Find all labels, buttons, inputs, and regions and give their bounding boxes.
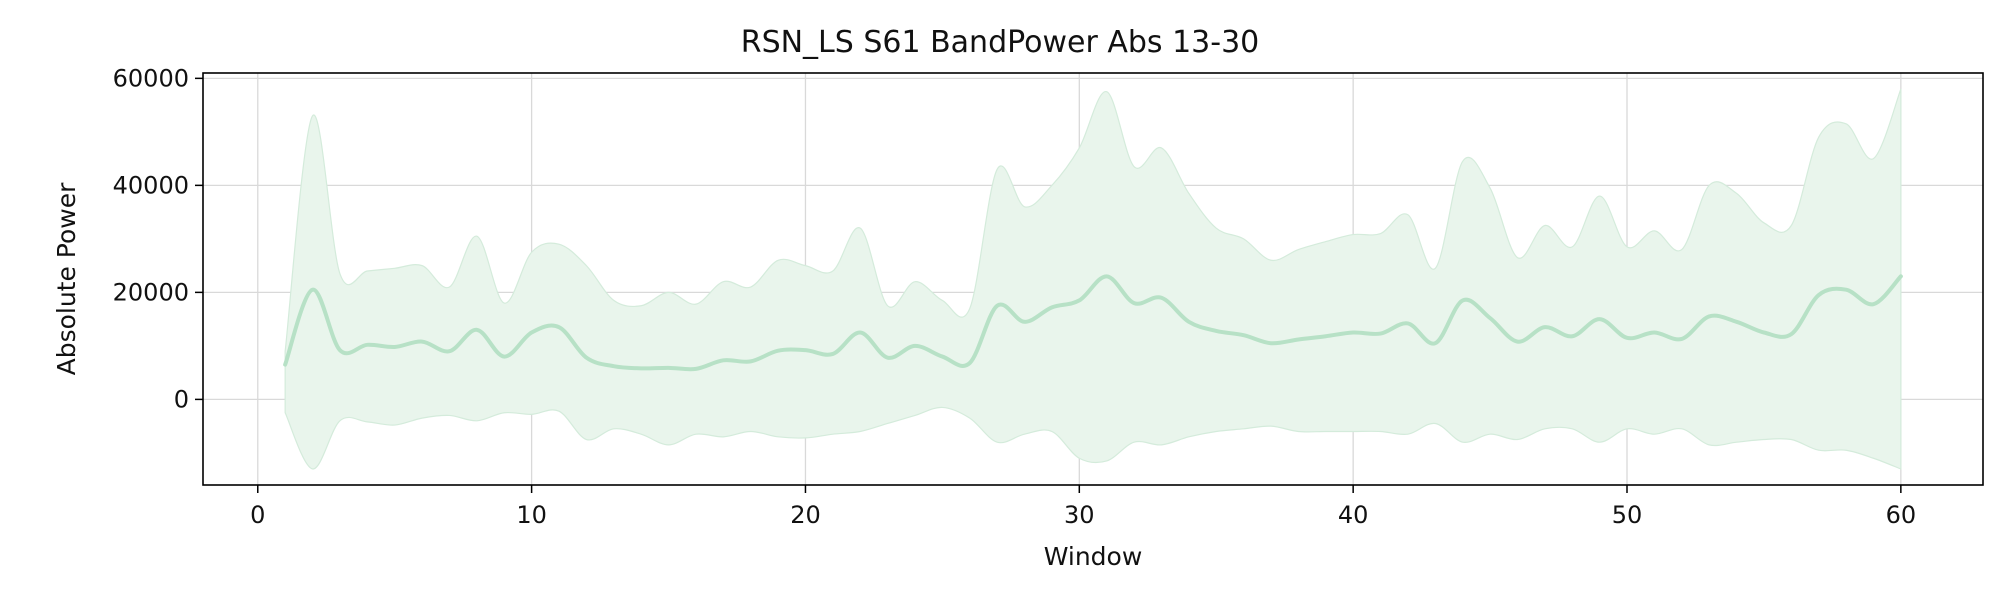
mean-series-line	[283, 274, 1903, 372]
y-axis-label: Absolute Power	[52, 182, 81, 376]
x-tick-label: 60	[1886, 501, 1917, 529]
x-tick-label: 30	[1064, 501, 1095, 529]
y-tick-label: 40000	[113, 171, 189, 199]
y-axis: 0 20000 40000 60000	[113, 64, 203, 413]
y-tick-label: 60000	[113, 64, 189, 92]
x-tick-label: 10	[516, 501, 547, 529]
chart-title: RSN_LS S61 BandPower Abs 13-30	[741, 25, 1260, 60]
x-tick-label: 20	[790, 501, 821, 529]
std-band	[284, 88, 1902, 470]
plot-frame	[202, 72, 1984, 486]
x-tick-label: 40	[1338, 501, 1369, 529]
x-tick-label: 0	[250, 501, 265, 529]
x-tick-label: 50	[1612, 501, 1643, 529]
y-tick-label: 0	[174, 385, 189, 413]
y-tick-label: 20000	[113, 278, 189, 306]
x-axis: 0 10 20 30 40 50 60	[250, 485, 1916, 529]
x-axis-label: Window	[1044, 542, 1143, 571]
